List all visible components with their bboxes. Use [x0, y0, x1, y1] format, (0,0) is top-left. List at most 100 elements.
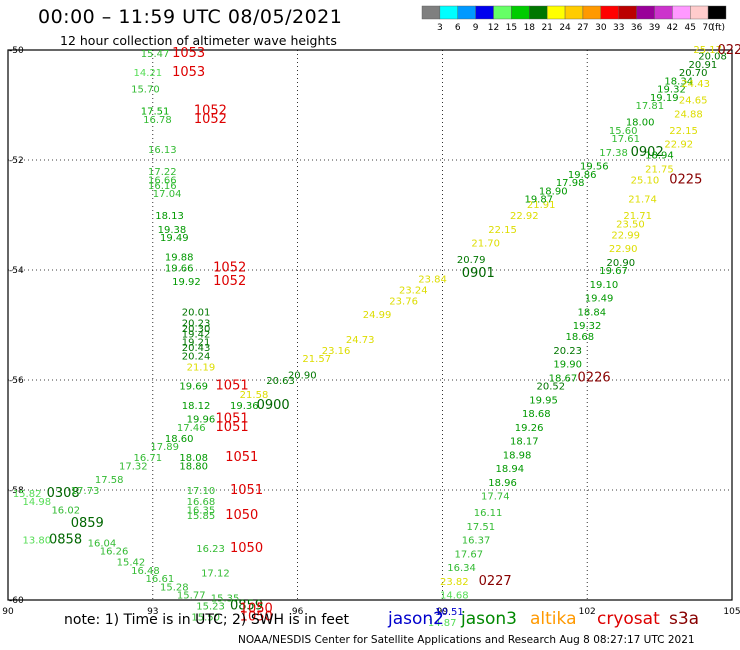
- wave-height-value: 17.73: [71, 486, 100, 497]
- color-scale-swatch: [529, 5, 548, 20]
- color-scale-swatch: [421, 5, 441, 20]
- wave-height-value: 16.66: [148, 175, 177, 186]
- time-stamp-label: 1051: [216, 412, 249, 427]
- wave-height-value: 15.50: [191, 613, 220, 624]
- time-stamp-label: 1050: [240, 601, 273, 616]
- wave-height-value: 21.91: [527, 200, 556, 211]
- wave-height-value: 14.98: [22, 497, 51, 508]
- time-stamp-label: 1050: [225, 508, 258, 523]
- longitude-tick-label: 93: [147, 607, 158, 617]
- wave-height-value: 17.89: [150, 442, 179, 453]
- color-scale-swatch: [600, 5, 619, 20]
- time-stamp-label: 0859: [230, 599, 263, 614]
- wave-height-value: 20.90: [607, 258, 636, 269]
- wave-height-value: 19.36: [230, 401, 259, 412]
- wave-height-value: 16.37: [462, 536, 491, 547]
- wave-height-value: 22.92: [664, 140, 693, 151]
- time-stamp-label: 0902: [631, 145, 664, 160]
- wave-height-value: 22.15: [488, 225, 517, 236]
- map-frame: [7, 49, 733, 601]
- time-stamp-label: 0224: [718, 43, 740, 58]
- color-scale-swatch: [564, 5, 584, 20]
- page-subtitle: 12 hour collection of altimeter wave hei…: [60, 33, 337, 48]
- wave-height-value: 16.16: [148, 181, 177, 192]
- wave-height-value: 18.68: [522, 409, 551, 420]
- footer-credit: NOAA/NESDIS Center for Satellite Applica…: [238, 634, 695, 646]
- longitude-tick-label: 102: [579, 607, 596, 617]
- wave-height-value: 18.34: [664, 76, 693, 87]
- wave-height-value: 19.66: [165, 263, 194, 274]
- wave-height-value: 15.82: [13, 489, 42, 500]
- wave-height-value: 22.99: [611, 230, 640, 241]
- wave-height-value: 21.75: [645, 164, 674, 175]
- color-scale-label: 45: [685, 23, 696, 33]
- wave-height-value: 19.26: [515, 423, 544, 434]
- wave-height-value: 17.61: [611, 134, 640, 145]
- wave-height-value: 16.04: [88, 538, 117, 549]
- wave-height-value: 13.80: [22, 536, 51, 547]
- wave-height-value: 17.22: [148, 167, 177, 178]
- wave-height-value: 17.81: [635, 101, 664, 112]
- color-scale-swatch: [636, 5, 655, 20]
- color-scale-label: 24: [559, 23, 571, 33]
- longitude-tick-label: 96: [292, 607, 304, 617]
- wave-height-value: 20.23: [182, 318, 211, 329]
- wave-height-value: 15.70: [131, 85, 160, 96]
- wave-height-value: 17.51: [141, 107, 170, 118]
- wave-height-value: 17.38: [599, 148, 628, 159]
- color-scale-swatch: [582, 5, 602, 20]
- wave-height-value: 16.26: [100, 547, 129, 558]
- wave-height-value: 19.86: [568, 170, 597, 181]
- wave-height-value: 18.84: [578, 307, 607, 318]
- time-stamp-label: 1051: [216, 379, 249, 394]
- wave-height-value: 15.85: [187, 511, 216, 522]
- time-stamp-label: 1051: [225, 450, 258, 465]
- wave-height-value: 23.84: [418, 274, 447, 285]
- wave-height-value: 18.94: [495, 464, 524, 475]
- color-scale-swatch: [511, 5, 530, 20]
- longitude-tick-label: 90: [2, 607, 14, 617]
- wave-height-value: 19.56: [580, 162, 609, 173]
- wave-height-value: 19.67: [599, 266, 628, 277]
- wave-height-value: 20.24: [182, 351, 211, 362]
- time-stamp-label: 1050: [230, 541, 263, 556]
- wave-height-value: 22.15: [669, 126, 698, 137]
- wave-height-value: 19.49: [585, 294, 614, 305]
- wave-height-value: 24.99: [363, 310, 392, 321]
- color-scale-label: 70: [702, 23, 714, 33]
- wave-height-value: 21.71: [623, 211, 652, 222]
- wave-height-value: 21.70: [471, 239, 500, 250]
- wave-height-value: 16.68: [187, 497, 216, 508]
- wave-height-value: 14.21: [133, 68, 162, 79]
- wave-height-value: 24.43: [681, 79, 710, 90]
- time-stamp-label: 1052: [194, 112, 227, 127]
- wave-height-value: 19.92: [172, 277, 201, 288]
- wave-height-value: 16.11: [474, 508, 503, 519]
- wave-height-value: 17.67: [454, 549, 483, 560]
- color-scale-swatch: [439, 5, 458, 20]
- wave-height-value: 18.98: [503, 450, 532, 461]
- wave-height-value: 19.19: [650, 93, 679, 104]
- wave-height-value: 10.51: [435, 607, 464, 618]
- wave-height-value: 18.68: [565, 332, 594, 343]
- wave-height-value: 15.47: [141, 49, 170, 60]
- wave-height-value: 16.35: [187, 505, 216, 516]
- wave-height-value: 16.23: [196, 544, 225, 555]
- wave-height-value: 15.35: [211, 593, 240, 604]
- wave-height-value: 24.88: [674, 109, 703, 120]
- wave-height-value: 19.88: [165, 252, 194, 263]
- legend-jason2: jason2: [388, 609, 444, 629]
- color-scale-label: 33: [613, 23, 624, 33]
- color-scale-swatch: [618, 5, 637, 20]
- latitude-tick-label: -60: [9, 596, 24, 606]
- time-stamp-label: 0858: [49, 533, 82, 548]
- wave-height-value: 15.60: [609, 126, 638, 137]
- wave-height-value: 18.96: [488, 478, 517, 489]
- wave-height-value: 20.70: [679, 68, 708, 79]
- latitude-tick-label: -58: [9, 486, 24, 496]
- wave-height-value: 18.17: [510, 437, 539, 448]
- latitude-tick-label: -52: [9, 156, 24, 166]
- color-scale-label: 36: [631, 23, 643, 33]
- wave-height-value: 15.28: [160, 582, 189, 593]
- wave-height-value: 21.58: [240, 390, 269, 401]
